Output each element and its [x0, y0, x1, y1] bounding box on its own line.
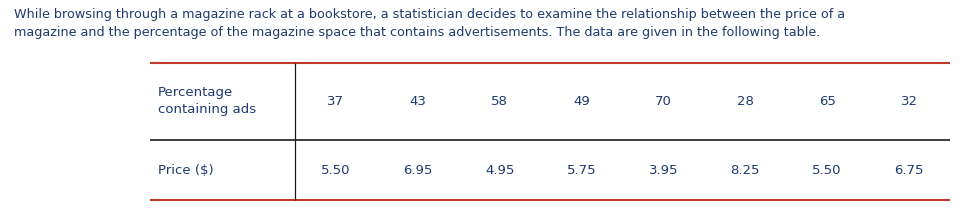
Text: 58: 58 [491, 95, 508, 108]
Text: containing ads: containing ads [158, 103, 256, 116]
Text: Percentage: Percentage [158, 86, 234, 99]
Text: 49: 49 [574, 95, 590, 108]
Text: 65: 65 [819, 95, 835, 108]
Text: 70: 70 [655, 95, 672, 108]
Text: 5.50: 5.50 [812, 164, 842, 177]
Text: 5.75: 5.75 [567, 164, 596, 177]
Text: 4.95: 4.95 [485, 164, 515, 177]
Text: 8.25: 8.25 [731, 164, 760, 177]
Text: While browsing through a magazine rack at a bookstore, a statistician decides to: While browsing through a magazine rack a… [14, 8, 845, 21]
Text: 32: 32 [900, 95, 918, 108]
Text: 3.95: 3.95 [648, 164, 678, 177]
Text: 37: 37 [328, 95, 344, 108]
Text: 5.50: 5.50 [321, 164, 351, 177]
Text: 6.75: 6.75 [894, 164, 923, 177]
Text: Price ($): Price ($) [158, 164, 213, 177]
Text: 6.95: 6.95 [403, 164, 432, 177]
Text: 43: 43 [409, 95, 426, 108]
Text: magazine and the percentage of the magazine space that contains advertisements. : magazine and the percentage of the magaz… [14, 26, 821, 39]
Text: 28: 28 [736, 95, 754, 108]
